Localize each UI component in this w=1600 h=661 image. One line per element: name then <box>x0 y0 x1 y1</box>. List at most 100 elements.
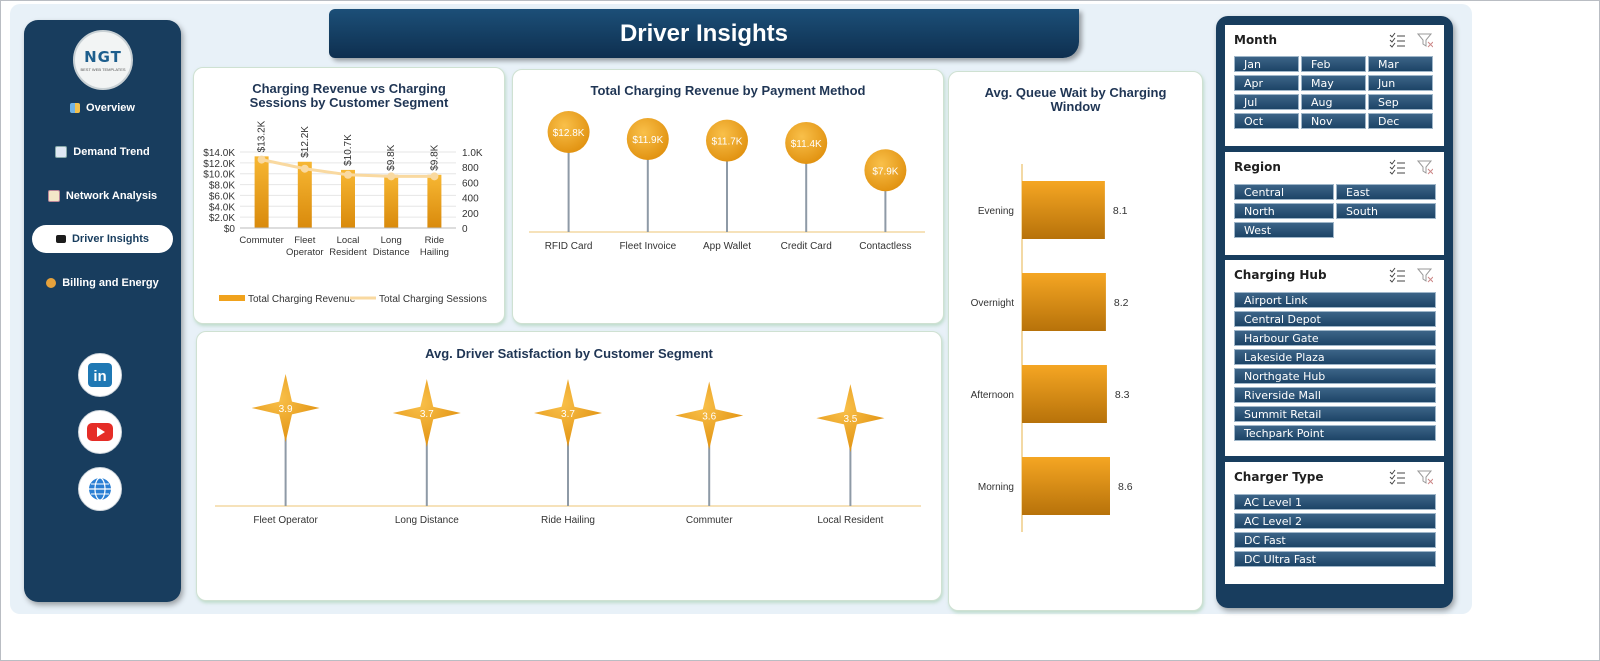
sidebar-item-label: Network Analysis <box>65 190 158 202</box>
slicer-item-nov[interactable]: Nov <box>1301 113 1366 129</box>
y-tick-label: $6.0K <box>209 191 235 202</box>
slicer-title: Month <box>1234 33 1278 47</box>
slicer-item-airport-link[interactable]: Airport Link <box>1234 292 1436 308</box>
trend-chart-icon <box>55 146 68 158</box>
sidebar-item-label: Demand Trend <box>73 146 150 158</box>
linkedin-button[interactable]: in <box>78 353 122 397</box>
logo-subtext: BEST WEB TEMPLATES <box>80 67 126 72</box>
slicer-item-central-depot[interactable]: Central Depot <box>1234 311 1436 327</box>
slicer-item-feb[interactable]: Feb <box>1301 56 1366 72</box>
slicer-item-sep[interactable]: Sep <box>1368 94 1433 110</box>
bar <box>1022 457 1110 515</box>
slicer-item-dec[interactable]: Dec <box>1368 113 1433 129</box>
slicer-charger-type: Charger Type AC Level 1 AC Level 2 DC Fast… <box>1225 462 1444 584</box>
chart-card-revenue-sessions: Charging Revenue vs Charging Sessions by… <box>193 67 505 324</box>
sidebar-item-billing-energy[interactable]: Billing and Energy <box>32 269 173 297</box>
slicer-item-may[interactable]: May <box>1301 75 1366 91</box>
slicer-item-harbour-gate[interactable]: Harbour Gate <box>1234 330 1436 346</box>
slicer-item-dc-fast[interactable]: DC Fast <box>1234 532 1436 548</box>
slicer-charging-hub: Charging Hub Airport Link Central Depot Ha… <box>1225 260 1444 456</box>
bar <box>1022 273 1106 331</box>
multi-select-icon[interactable] <box>1389 267 1405 283</box>
x-tick-label: Distance <box>373 247 410 258</box>
lollipop-marker <box>547 111 590 153</box>
x-tick-label: Ride <box>425 235 445 246</box>
lollipop-chart: $12.8K RFID Card $11.9K Fleet Invoice $11.7K… <box>529 111 925 252</box>
line-point <box>300 164 309 173</box>
slicer-item-ac-level-1[interactable]: AC Level 1 <box>1234 494 1436 510</box>
y-tick-label: $8.0K <box>209 181 235 192</box>
slicer-item-ac-level-2[interactable]: AC Level 2 <box>1234 513 1436 529</box>
lollipop-marker <box>785 121 828 164</box>
clipboard-icon <box>47 190 60 202</box>
clear-filter-icon[interactable] <box>1417 469 1433 485</box>
data-label: $7.9K <box>872 166 898 177</box>
star-marker <box>251 374 320 442</box>
y-tick-label: $12.0K <box>203 159 235 170</box>
slicer-item-west[interactable]: West <box>1234 222 1334 238</box>
x-tick-label: Fleet Invoice <box>619 241 676 252</box>
y2-tick-label: 800 <box>462 163 479 174</box>
clear-filter-icon[interactable] <box>1417 159 1433 175</box>
bar-data-label: $9.8K <box>386 144 397 170</box>
sidebar-item-network-analysis[interactable]: Network Analysis <box>32 182 173 210</box>
slicer-panel: Month Jan Feb Mar Apr May Jun Jul Aug Sep Oct Nov D… <box>1216 16 1453 608</box>
bar-data-label: $10.7K <box>343 134 354 166</box>
chart-title: Avg. Queue Wait by Charging Window <box>984 85 1167 114</box>
slicer-item-east[interactable]: East <box>1336 184 1436 200</box>
sidebar-item-driver-insights[interactable]: Driver Insights <box>32 225 173 253</box>
data-label: $11.7K <box>712 137 743 148</box>
slicer-item-techpark-point[interactable]: Techpark Point <box>1234 425 1436 441</box>
chart-card-queue-wait: Avg. Queue Wait by Charging Window Eveni… <box>948 71 1203 611</box>
y2-tick-label: 400 <box>462 194 479 205</box>
youtube-icon <box>87 423 113 441</box>
legend-label: Total Charging Sessions <box>379 294 487 305</box>
multi-select-icon[interactable] <box>1389 469 1405 485</box>
slicer-item-central[interactable]: Central <box>1234 184 1334 200</box>
data-label: 3.7 <box>420 409 434 420</box>
slicer-item-jan[interactable]: Jan <box>1234 56 1299 72</box>
slicer-item-apr[interactable]: Apr <box>1234 75 1299 91</box>
youtube-button[interactable] <box>78 410 122 454</box>
bar <box>341 169 355 228</box>
slicer-title: Charging Hub <box>1234 268 1327 282</box>
slicer-item-jul[interactable]: Jul <box>1234 94 1299 110</box>
sidebar-item-label: Driver Insights <box>71 233 150 245</box>
clear-filter-icon[interactable] <box>1417 32 1433 48</box>
bar <box>1022 181 1105 239</box>
slicer-item-northgate-hub[interactable]: Northgate Hub <box>1234 368 1436 384</box>
multi-select-icon[interactable] <box>1389 159 1405 175</box>
lollipop-marker <box>706 119 748 162</box>
data-label: $12.8K <box>553 128 585 139</box>
slicer-item-jun[interactable]: Jun <box>1368 75 1433 91</box>
slicer-item-mar[interactable]: Mar <box>1368 56 1433 72</box>
slicer-item-riverside-mall[interactable]: Riverside Mall <box>1234 387 1436 403</box>
sidebar-item-overview[interactable]: Overview <box>32 94 173 122</box>
website-button[interactable] <box>78 467 122 511</box>
slicer-item-summit-retail[interactable]: Summit Retail <box>1234 406 1436 422</box>
bar <box>427 174 442 228</box>
multi-select-icon[interactable] <box>1389 32 1405 48</box>
x-tick-label: Operator <box>286 247 324 258</box>
lollipop-marker <box>864 149 907 192</box>
company-logo[interactable]: NGT BEST WEB TEMPLATES <box>73 30 133 90</box>
data-label: 8.1 <box>1113 205 1128 217</box>
sidebar-item-demand-trend[interactable]: Demand Trend <box>32 138 173 166</box>
clear-filter-icon[interactable] <box>1417 267 1433 283</box>
slicer-item-aug[interactable]: Aug <box>1301 94 1366 110</box>
bar-chart-icon <box>70 103 81 113</box>
y-tick-label: $10.0K <box>203 170 235 181</box>
slicer-month: Month Jan Feb Mar Apr May Jun Jul Aug Sep Oct Nov D… <box>1225 25 1444 146</box>
star-lollipop-chart: 3.9 Fleet Operator 3.7 Long Distance 3.7 Ride… <box>215 374 921 526</box>
slicer-item-lakeside-plaza[interactable]: Lakeside Plaza <box>1234 349 1436 365</box>
legend-swatch-revenue <box>219 295 245 301</box>
slicer-item-oct[interactable]: Oct <box>1234 113 1299 129</box>
slicer-item-dc-ultra-fast[interactable]: DC Ultra Fast <box>1234 551 1436 567</box>
y2-tick-label: 1.0K <box>462 148 483 159</box>
slicer-item-south[interactable]: South <box>1336 203 1436 219</box>
slicer-item-north[interactable]: North <box>1234 203 1334 219</box>
x-tick-label: RFID Card <box>545 241 593 252</box>
line-point <box>387 172 396 181</box>
data-label: 3.5 <box>843 414 857 425</box>
page-header: Driver Insights <box>329 9 1079 58</box>
